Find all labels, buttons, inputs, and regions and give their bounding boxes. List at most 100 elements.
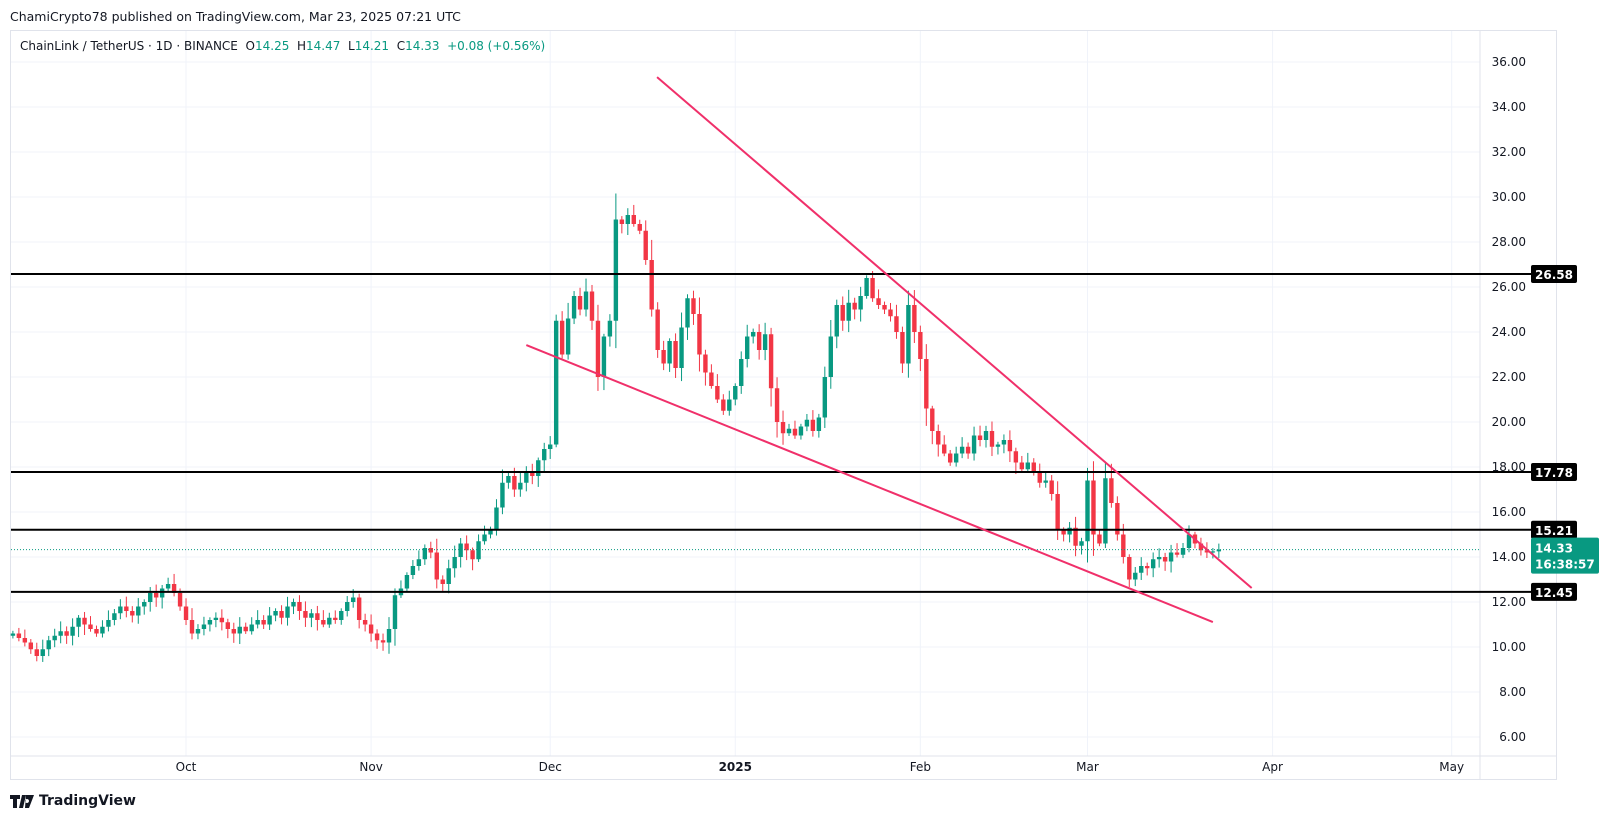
candle — [112, 609, 117, 626]
candle — [231, 622, 236, 643]
candle — [559, 311, 565, 359]
candle-body — [494, 507, 499, 530]
candle — [989, 421, 995, 457]
candle — [852, 297, 857, 320]
candle — [661, 340, 666, 371]
candle — [506, 471, 511, 489]
candle-body — [619, 219, 625, 224]
candle-body — [918, 332, 923, 359]
candle — [356, 593, 362, 629]
candle-body — [88, 624, 93, 629]
candle-body — [1162, 557, 1168, 562]
candle — [482, 525, 487, 545]
candle-body — [291, 602, 296, 607]
candle — [153, 584, 159, 607]
candle — [159, 584, 165, 609]
candle — [870, 271, 875, 302]
close-label: C — [396, 39, 406, 53]
candle-body — [46, 640, 51, 650]
candle — [118, 599, 123, 620]
level-label: 26.58 — [1535, 268, 1573, 282]
level-label: 15.21 — [1535, 524, 1573, 538]
candle-body — [745, 336, 750, 359]
y-tick-label: 34.00 — [1492, 100, 1526, 114]
candle-body — [983, 431, 989, 440]
candle — [136, 598, 141, 624]
change-value: +0.08 (+0.56%) — [447, 39, 546, 53]
candle-body — [798, 426, 804, 436]
candle-body — [607, 320, 613, 337]
candle — [727, 390, 732, 416]
candle — [697, 297, 702, 372]
candle — [774, 377, 780, 438]
candle-body — [52, 635, 57, 641]
candle-body — [255, 620, 260, 625]
symbol-name[interactable]: ChainLink / TetherUS · 1D · BINANCE — [20, 39, 238, 53]
candle — [977, 425, 983, 447]
candle-body — [739, 359, 744, 386]
candle — [285, 596, 290, 626]
y-tick-label: 16.00 — [1492, 505, 1526, 519]
low-label: L — [348, 39, 355, 53]
candle-body — [201, 624, 207, 629]
candle-body — [691, 298, 696, 314]
candle-body — [894, 316, 899, 332]
candle-body — [727, 399, 732, 411]
candle-body — [189, 620, 195, 634]
candle — [643, 220, 648, 265]
candle — [321, 610, 326, 628]
candle — [900, 326, 905, 373]
candle-body — [1133, 572, 1138, 580]
level-label: 17.78 — [1535, 466, 1573, 480]
candle — [333, 610, 338, 624]
y-tick-label: 36.00 — [1492, 55, 1526, 69]
candle — [947, 449, 953, 466]
candle — [810, 410, 816, 437]
candle — [327, 612, 332, 628]
y-tick-label: 30.00 — [1492, 190, 1526, 204]
candle — [76, 615, 81, 638]
candle — [906, 290, 911, 378]
level-label-bg — [1531, 582, 1577, 601]
tradingview-brand[interactable]: TradingView — [10, 793, 136, 809]
candle-body — [464, 543, 469, 551]
candle — [553, 314, 559, 448]
candle-body — [774, 388, 780, 422]
candle-body — [1001, 440, 1007, 445]
candle — [476, 534, 481, 562]
candle — [930, 405, 935, 445]
candle-body — [58, 631, 63, 636]
candle-body — [977, 435, 983, 440]
candle-body — [655, 309, 660, 350]
candle — [1001, 434, 1007, 454]
candle-body — [261, 620, 266, 625]
candle — [422, 544, 428, 565]
candle-body — [118, 606, 123, 614]
candle-body — [333, 617, 338, 620]
candle-body — [721, 399, 726, 411]
candle-body — [339, 611, 344, 620]
candle — [577, 287, 583, 316]
candle-body — [94, 629, 99, 634]
candle — [571, 291, 577, 325]
candle-body — [1013, 451, 1019, 463]
candle — [792, 420, 798, 439]
candle — [565, 302, 571, 360]
candle — [195, 624, 201, 640]
candle — [16, 627, 22, 642]
candle-body — [942, 444, 947, 454]
candle-body — [476, 541, 481, 560]
candle-body — [643, 230, 648, 260]
candle-body — [995, 444, 1001, 447]
x-tick-label: 2025 — [719, 760, 752, 774]
candle-body — [959, 446, 965, 454]
candle — [1168, 544, 1174, 573]
candle-body — [506, 476, 511, 483]
candle-body — [410, 566, 416, 575]
candle — [124, 596, 129, 618]
candle — [82, 611, 87, 635]
candle-body — [1210, 551, 1216, 553]
candle-body — [1079, 541, 1084, 546]
candle-body — [673, 341, 678, 368]
